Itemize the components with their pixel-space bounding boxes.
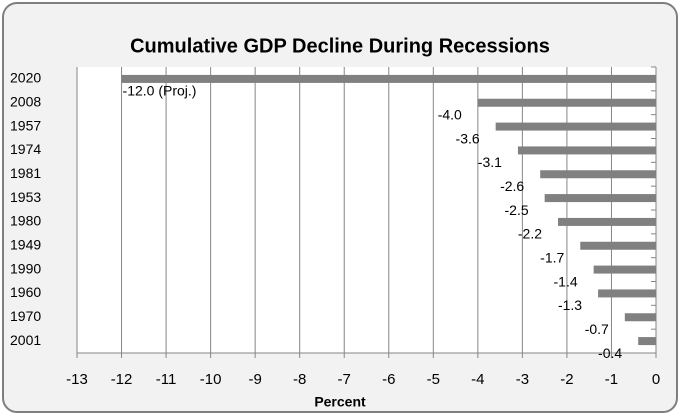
bar bbox=[121, 74, 657, 83]
plot-area bbox=[77, 67, 656, 353]
data-label: -0.4 bbox=[598, 345, 622, 361]
y-tick-label: 2008 bbox=[10, 93, 41, 109]
y-tick-label: 1980 bbox=[10, 213, 41, 229]
x-tick-label: -4 bbox=[471, 371, 484, 388]
bar bbox=[558, 217, 656, 226]
bar bbox=[517, 146, 656, 155]
x-tick-label: -8 bbox=[293, 371, 306, 388]
data-label: -4.0 bbox=[438, 106, 462, 122]
x-tick-label: -7 bbox=[338, 371, 351, 388]
x-tick-label: -5 bbox=[427, 371, 440, 388]
x-tick-label: -12 bbox=[111, 371, 133, 388]
bar bbox=[495, 122, 656, 131]
bar bbox=[624, 313, 656, 322]
data-label: -1.7 bbox=[540, 249, 564, 265]
data-label: -2.5 bbox=[505, 202, 529, 218]
y-tick-label: 1949 bbox=[10, 236, 41, 252]
x-tick-label: -10 bbox=[200, 371, 222, 388]
bar bbox=[544, 194, 656, 203]
y-tick-label: 1953 bbox=[10, 189, 41, 205]
x-tick-label: -9 bbox=[248, 371, 261, 388]
y-tick-label: 1970 bbox=[10, 308, 41, 324]
bar bbox=[540, 170, 656, 179]
data-label: -3.1 bbox=[478, 154, 502, 170]
y-tick-label: 1957 bbox=[10, 117, 41, 133]
x-tick-label: 0 bbox=[652, 371, 660, 388]
data-label: -2.2 bbox=[518, 226, 542, 242]
data-label: -1.4 bbox=[554, 273, 578, 289]
data-label: -2.6 bbox=[500, 178, 524, 194]
x-tick-label: -11 bbox=[156, 371, 177, 388]
y-tick-label: 2001 bbox=[10, 332, 41, 348]
x-tick-label: -6 bbox=[382, 371, 395, 388]
data-label: -3.6 bbox=[456, 130, 480, 146]
bar bbox=[477, 98, 656, 107]
x-axis-label: Percent bbox=[314, 394, 366, 410]
data-label: -12.0 (Proj.) bbox=[123, 83, 197, 99]
x-tick-label: -1 bbox=[605, 371, 618, 388]
bar bbox=[593, 265, 656, 274]
bar bbox=[638, 337, 656, 346]
y-tick-label: 1960 bbox=[10, 284, 41, 300]
y-tick-label: 1981 bbox=[10, 165, 41, 181]
y-tick-label: 2020 bbox=[10, 70, 41, 86]
y-tick-label: 1974 bbox=[10, 141, 41, 157]
y-tick-label: 1990 bbox=[10, 260, 41, 276]
x-tick-label: -13 bbox=[66, 371, 88, 388]
data-label: -1.3 bbox=[558, 297, 582, 313]
bar bbox=[580, 241, 656, 250]
x-tick-label: -2 bbox=[560, 371, 573, 388]
data-label: -0.7 bbox=[585, 321, 609, 337]
bar bbox=[598, 289, 656, 298]
x-tick-label: -3 bbox=[516, 371, 529, 388]
chart-title: Cumulative GDP Decline During Recessions bbox=[130, 35, 550, 57]
